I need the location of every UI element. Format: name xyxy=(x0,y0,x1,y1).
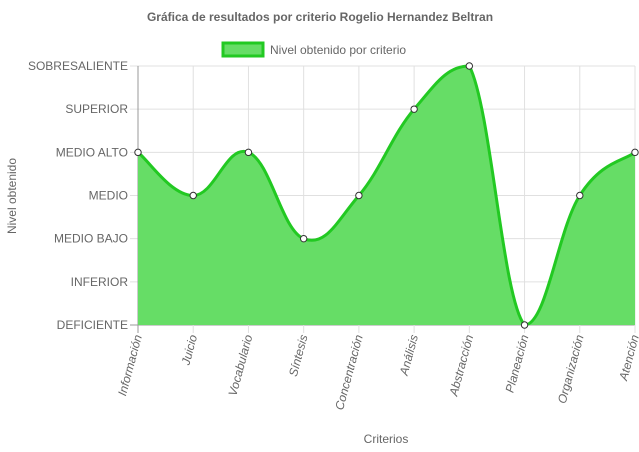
data-point-8[interactable] xyxy=(576,191,584,200)
plot-area xyxy=(137,64,636,327)
x-tick-label: Vocabulario xyxy=(226,333,256,398)
x-axis-title: Criterios xyxy=(364,432,409,446)
y-tick-label: MEDIO BAJO xyxy=(54,232,128,246)
data-point-7[interactable] xyxy=(520,321,529,329)
x-tick-label: Análisis xyxy=(397,333,421,378)
y-tick-label: DEFICIENTE xyxy=(57,318,128,332)
data-point-5[interactable] xyxy=(410,105,418,113)
data-point-1[interactable] xyxy=(189,191,197,200)
x-tick-label: Concentración xyxy=(332,333,366,412)
x-tick-label: Organización xyxy=(555,333,587,405)
data-point-9[interactable] xyxy=(631,148,639,157)
area-fill xyxy=(138,66,635,325)
y-axis-ticks: DEFICIENTE INFERIOR MEDIO BAJO MEDIO MEDIO A… xyxy=(28,59,128,332)
data-point-6[interactable] xyxy=(465,62,474,70)
y-tick-label: SOBRESALIENTE xyxy=(28,59,128,73)
y-tick-label: SUPERIOR xyxy=(65,102,128,116)
data-point-0[interactable] xyxy=(134,148,142,157)
x-tick-label: Síntesis xyxy=(286,333,311,378)
legend[interactable]: Nivel obtenido por criterio xyxy=(221,41,406,58)
x-tick-label: Abstracción xyxy=(446,333,476,398)
y-tick-label: MEDIO ALTO xyxy=(56,145,128,159)
data-point-2[interactable] xyxy=(244,148,253,157)
legend-label: Nivel obtenido por criterio xyxy=(270,43,406,57)
y-axis-title: Nivel obtenido xyxy=(5,158,19,234)
x-tick-label: Planeación xyxy=(503,333,532,394)
y-tick-label: INFERIOR xyxy=(71,275,129,289)
x-axis-ticks: Información Juicio Vocabulario Síntesis Conc… xyxy=(115,333,639,412)
y-tick-label: MEDIO xyxy=(89,189,128,203)
legend-swatch xyxy=(221,41,265,58)
data-points xyxy=(134,62,639,329)
chart-title: Gráfica de resultados por criterio Rogel… xyxy=(147,10,493,24)
x-tick-label: Juicio xyxy=(178,333,200,368)
x-tick-label: Atención xyxy=(616,333,639,383)
data-point-3[interactable] xyxy=(299,234,308,243)
series-line xyxy=(137,64,636,327)
x-tick-label: Información xyxy=(115,333,145,397)
data-point-4[interactable] xyxy=(355,191,363,200)
